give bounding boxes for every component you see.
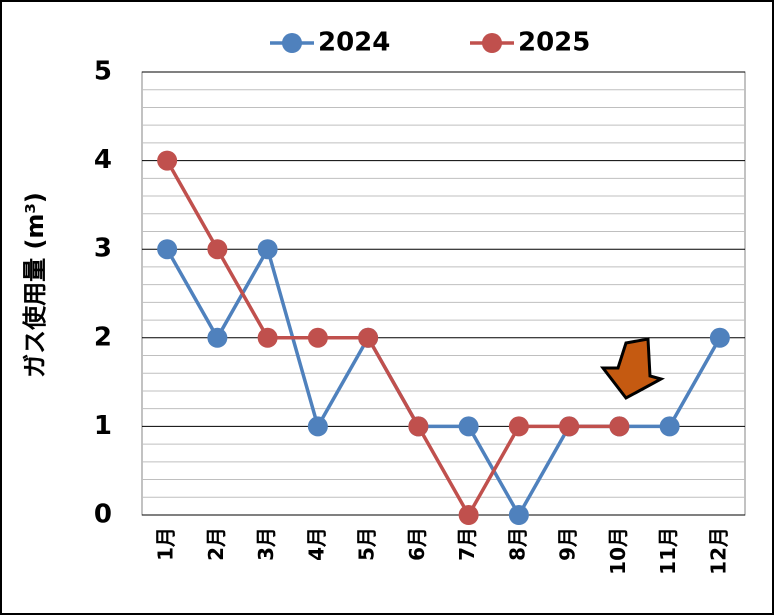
plot-background — [141, 71, 746, 516]
y-tick-label: 5 — [94, 57, 112, 87]
data-point — [458, 505, 479, 525]
data-point — [157, 239, 178, 260]
data-point — [358, 327, 379, 348]
data-point — [307, 416, 328, 437]
data-point — [609, 416, 630, 437]
data-point — [659, 416, 680, 437]
x-tick-label: 2月 — [204, 527, 228, 561]
data-point — [157, 150, 178, 171]
legend-label: 2025 — [518, 28, 590, 58]
y-tick-label: 2 — [94, 322, 112, 352]
x-tick-label: 9月 — [556, 527, 580, 561]
x-tick-label: 5月 — [355, 527, 379, 561]
legend-marker — [482, 33, 502, 53]
x-tick-label: 8月 — [505, 527, 529, 561]
data-point — [559, 416, 580, 437]
x-tick-label: 10月 — [606, 527, 630, 575]
data-point — [207, 327, 228, 348]
y-axis-label: ガス使用量 (m³) — [21, 192, 49, 378]
y-tick-label: 4 — [94, 145, 112, 175]
x-tick-label: 1月 — [154, 527, 178, 561]
data-point — [257, 239, 278, 260]
data-point — [508, 505, 529, 525]
data-point — [508, 416, 529, 437]
y-tick-label: 1 — [94, 411, 112, 441]
plot-area: 0 1 2 3 4 5 1月 2月 3月 4月 5月 6月 7月 8月 9月 10月 11月 12月 2024 202… — [94, 28, 746, 575]
series-line — [165, 159, 620, 519]
data-point — [709, 327, 730, 348]
legend-marker — [282, 33, 302, 53]
y-tick-label: 0 — [94, 500, 112, 530]
data-point — [307, 327, 328, 348]
data-point — [458, 416, 479, 437]
x-tick-label: 4月 — [304, 527, 328, 561]
data-point — [408, 416, 429, 437]
x-tick-label: 11月 — [656, 527, 680, 575]
legend-label: 2024 — [318, 28, 390, 58]
data-point — [257, 327, 278, 348]
arrow-annotation — [599, 337, 665, 400]
data-point — [207, 239, 228, 260]
x-tick-label: 6月 — [405, 527, 429, 561]
x-tick-label: 3月 — [254, 527, 278, 561]
x-tick-label: 12月 — [706, 527, 730, 575]
x-tick-label: 7月 — [455, 527, 479, 561]
y-tick-label: 3 — [94, 234, 112, 264]
